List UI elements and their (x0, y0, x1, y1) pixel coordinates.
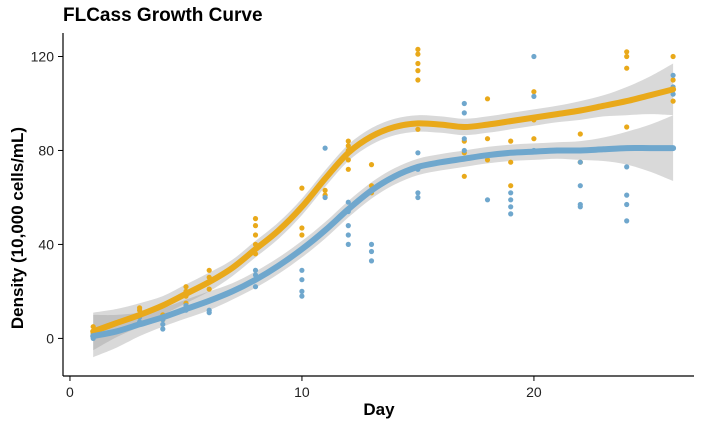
data-point (508, 197, 514, 203)
data-point (624, 192, 630, 198)
data-point (345, 166, 351, 172)
fit-line-2 (90, 145, 677, 340)
x-tick-label: 0 (66, 384, 74, 400)
data-point (670, 72, 676, 78)
data-point (252, 216, 259, 222)
data-point (345, 223, 351, 229)
data-point (624, 53, 630, 60)
data-point (624, 124, 630, 130)
data-point (484, 157, 491, 163)
data-point (624, 201, 630, 208)
data-point (415, 190, 421, 196)
data-point (345, 232, 351, 238)
data-point (183, 284, 189, 290)
fit-line-1 (90, 86, 677, 335)
data-point (577, 131, 583, 137)
data-point (252, 267, 259, 273)
data-point (531, 89, 537, 95)
data-point (508, 204, 514, 210)
data-point (299, 267, 305, 273)
data-point (624, 49, 630, 55)
data-point (461, 136, 467, 142)
data-point (508, 183, 514, 189)
data-point (206, 286, 212, 292)
x-axis-label: Day (363, 400, 395, 419)
data-point (322, 187, 328, 193)
data-point (670, 77, 676, 83)
y-tick-label: 40 (38, 236, 54, 252)
data-point (461, 100, 467, 107)
data-point (577, 183, 583, 189)
data-point (415, 46, 421, 53)
data-point (368, 241, 375, 247)
data-point (206, 267, 212, 273)
data-point (461, 173, 467, 179)
axes: 0 40 80 120 0 10 20 (31, 33, 694, 400)
data-point (345, 157, 351, 163)
x-tick-label: 10 (294, 384, 310, 400)
data-point (624, 164, 630, 170)
fit-lines (90, 86, 677, 340)
y-tick-label: 80 (38, 142, 54, 158)
data-point (299, 293, 305, 299)
data-point (415, 51, 421, 57)
data-point (206, 310, 212, 316)
data-point (461, 110, 467, 116)
data-point (484, 96, 491, 102)
data-point (484, 136, 491, 142)
y-tick-label: 120 (31, 48, 55, 64)
data-point (415, 126, 421, 132)
data-point (322, 145, 328, 151)
data-point (415, 60, 421, 67)
data-point (508, 138, 514, 144)
confidence-bands (93, 63, 674, 358)
data-point (484, 197, 491, 203)
data-point (531, 93, 537, 99)
data-point (461, 147, 467, 154)
data-point (299, 232, 305, 238)
data-point (299, 288, 305, 294)
data-point (345, 241, 351, 247)
data-point (252, 232, 259, 238)
data-point (415, 68, 421, 74)
data-point (415, 77, 421, 83)
data-point (345, 143, 351, 149)
chart-title: FLCass Growth Curve (63, 5, 263, 26)
data-point (577, 159, 583, 165)
data-point (670, 53, 676, 60)
x-tick-label: 20 (526, 384, 542, 400)
data-point (508, 190, 514, 196)
data-point (345, 138, 351, 144)
data-point (508, 211, 514, 217)
data-point (670, 98, 676, 104)
data-point (299, 277, 305, 283)
data-point (415, 150, 421, 156)
data-point (531, 136, 537, 142)
data-point (415, 194, 421, 201)
data-point (624, 218, 630, 224)
confidence-band-2 (93, 115, 674, 358)
data-point (322, 194, 328, 201)
data-point (368, 162, 375, 168)
data-point (345, 199, 351, 205)
data-point (508, 159, 514, 165)
data-point (299, 185, 305, 191)
data-point (160, 321, 166, 327)
data-point (531, 53, 537, 60)
data-point (252, 223, 259, 229)
data-point (299, 225, 305, 231)
data-point (624, 65, 630, 71)
y-tick-label: 0 (46, 330, 54, 346)
data-point (577, 204, 583, 210)
confidence-band-1 (93, 63, 674, 351)
data-point (252, 284, 259, 290)
data-point (368, 248, 375, 255)
data-point (160, 326, 166, 332)
data-point (368, 258, 375, 264)
